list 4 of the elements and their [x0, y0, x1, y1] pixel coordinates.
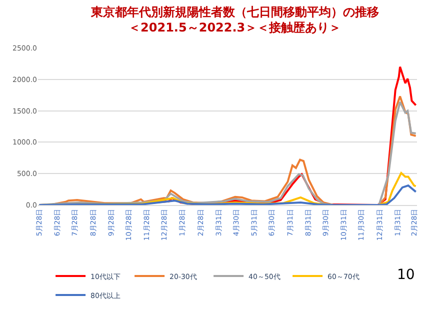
chart-title: 東京都年代別新規陽性者数（七日間移動平均）の推移	[90, 5, 379, 19]
chart-subtitle: ＜2021.5～2022.3＞＜接触歴あり＞	[128, 20, 342, 35]
text: 10	[397, 267, 415, 283]
line-series	[38, 184, 417, 205]
